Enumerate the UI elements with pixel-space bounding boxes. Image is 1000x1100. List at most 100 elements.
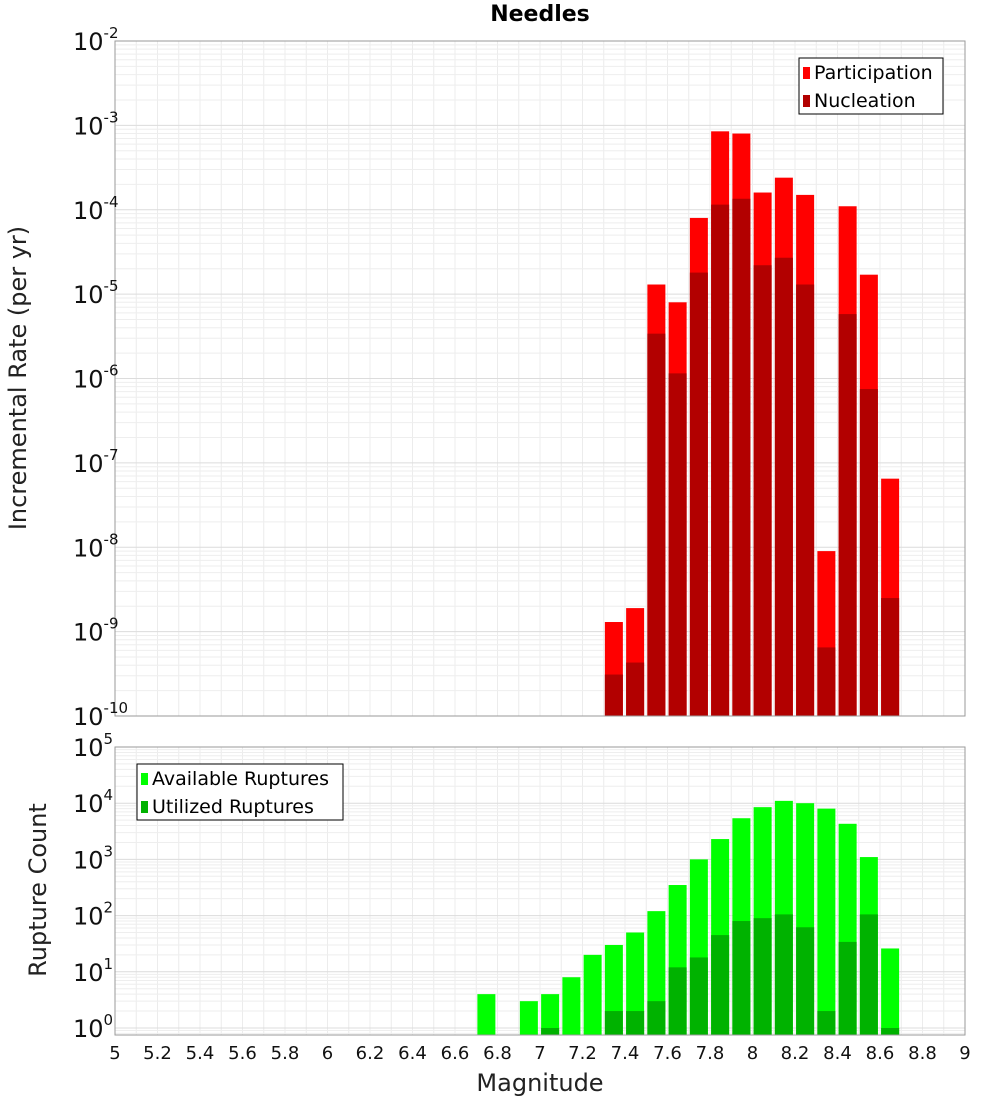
legend-swatch (803, 95, 810, 107)
legend-label: Nucleation (814, 90, 916, 112)
bar (774, 257, 793, 716)
legend-swatch (141, 801, 148, 813)
bar (881, 1027, 900, 1035)
bar (711, 204, 730, 717)
bar (838, 941, 857, 1035)
bar (689, 957, 708, 1035)
x-tick-label: 7.2 (568, 1043, 597, 1064)
legend-label: Participation (814, 62, 933, 84)
y-tick-label: 10-4 (73, 193, 119, 225)
x-tick-label: 8.8 (908, 1043, 937, 1064)
x-tick-label: 8.2 (781, 1043, 810, 1064)
bar (626, 1011, 645, 1035)
bar (647, 333, 666, 716)
bar (711, 935, 730, 1035)
series-front-count (541, 914, 900, 1035)
y-tick-label: 10-10 (73, 699, 128, 731)
y-tick-label: 10-5 (73, 277, 119, 309)
count-y-axis-label: Rupture Count (24, 803, 52, 977)
bar (668, 373, 687, 716)
bar (732, 198, 751, 717)
chart-title: Needles (490, 2, 590, 27)
bar (562, 977, 581, 1035)
plot-frame (114, 40, 966, 717)
y-tick-label: 10-6 (73, 362, 119, 394)
x-tick-label: 5.4 (186, 1043, 215, 1064)
legend: Available Ruptures Utilized Ruptures (136, 763, 344, 821)
bar (541, 994, 560, 1035)
rate-y-axis-label: Incremental Rate (per yr) (4, 226, 32, 530)
x-tick-label: 6.8 (483, 1043, 512, 1064)
x-tick-label: 9 (959, 1043, 970, 1064)
y-tick-label: 101 (73, 955, 113, 987)
x-tick-labels: 5 5.2 5.4 5.6 5.8 6 6.2 6.4 6.6 6.8 7 7.2 7.4 7.6 7.8 8… (109, 1043, 970, 1064)
legend-label: Utilized Ruptures (152, 796, 314, 818)
x-tick-label: 8.4 (823, 1043, 852, 1064)
y-tick-label: 10-8 (73, 530, 119, 562)
bar (519, 1001, 538, 1035)
bar (626, 932, 645, 1035)
plot-frame (114, 746, 966, 1036)
rate-panel: 10-10 10-9 10-8 10-7 10-6 10-5 10-4 10-3 10-2 Par… (73, 24, 966, 731)
x-tick-label: 5.6 (228, 1043, 257, 1064)
bar (881, 948, 900, 1035)
legend-swatch (803, 67, 810, 79)
bar (689, 272, 708, 716)
series-front-rate (604, 198, 900, 717)
bar (477, 994, 496, 1035)
y-tick-labels: 10-10 10-9 10-8 10-7 10-6 10-5 10-4 10-3 10-2 (73, 24, 128, 731)
x-axis-label: Magnitude (476, 1069, 603, 1097)
y-tick-label: 100 (73, 1011, 113, 1043)
x-tick-label: 5.8 (271, 1043, 300, 1064)
bar (796, 927, 815, 1035)
x-tick-label: 7.8 (696, 1043, 725, 1064)
bar (541, 1027, 560, 1035)
bar (583, 954, 602, 1035)
bar (604, 674, 623, 716)
bar (626, 662, 645, 716)
x-tick-label: 7 (534, 1043, 545, 1064)
y-tick-label: 104 (73, 786, 113, 818)
bar (796, 284, 815, 716)
x-tick-label: 8 (747, 1043, 758, 1064)
legend-box (136, 763, 344, 821)
bar (859, 914, 878, 1035)
bar (753, 918, 772, 1035)
legend: Participation Nucleation (798, 57, 944, 115)
x-tick-label: 7.6 (653, 1043, 682, 1064)
y-tick-label: 105 (73, 730, 113, 762)
x-tick-label: 6.2 (356, 1043, 385, 1064)
grid (114, 41, 966, 717)
bar (774, 914, 793, 1035)
y-tick-label: 10-9 (73, 615, 119, 647)
count-panel: 100 101 102 103 104 105 5 5.2 5.4 5.6 5.8 6 6.2 6.4 6.… (73, 730, 971, 1064)
y-tick-label: 10-2 (73, 24, 119, 56)
x-tick-label: 5.2 (143, 1043, 172, 1064)
x-tick-label: 6 (322, 1043, 333, 1064)
x-tick-label: 8.6 (866, 1043, 895, 1064)
bar (838, 314, 857, 716)
bar (859, 389, 878, 716)
bar (647, 1001, 666, 1035)
legend-label: Available Ruptures (152, 768, 329, 790)
y-tick-label: 10-7 (73, 446, 119, 478)
x-tick-label: 7.4 (611, 1043, 640, 1064)
legend-swatch (141, 773, 148, 785)
bar (817, 808, 836, 1035)
legend-box (798, 57, 944, 115)
bar (732, 921, 751, 1035)
y-tick-label: 102 (73, 899, 113, 931)
bar (604, 1011, 623, 1035)
bar (753, 265, 772, 716)
y-tick-label: 10-3 (73, 108, 119, 140)
y-tick-labels: 100 101 102 103 104 105 (73, 730, 113, 1043)
bar (881, 598, 900, 716)
x-tick-label: 6.6 (441, 1043, 470, 1064)
y-tick-label: 103 (73, 842, 113, 874)
bar (817, 647, 836, 716)
bar (668, 967, 687, 1035)
bar (817, 1011, 836, 1035)
x-tick-label: 6.4 (398, 1043, 427, 1064)
x-tick-label: 5 (109, 1043, 120, 1064)
